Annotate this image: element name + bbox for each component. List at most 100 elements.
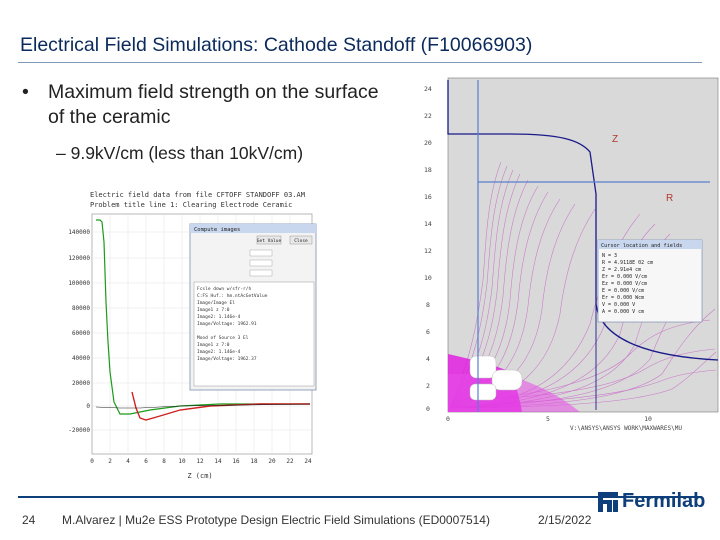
cursor-row: A = 0.000 V cm	[602, 309, 644, 315]
fermilab-logo: Fermilab	[598, 490, 705, 513]
x-tick-labels: 0 2 4 6 8 10 12 14 16 18 20 22 24	[90, 458, 312, 465]
field-simulation-svg: Z R Cursor location and fields N = 3 R =…	[410, 74, 720, 436]
compute-images-dialog: Compute images Get Value Close Fcsle dow…	[189, 223, 317, 391]
cursor-row: E = 0.000 V/cm	[602, 288, 644, 294]
get-value-label: Get Value	[257, 238, 282, 244]
x-tick: 18	[250, 458, 258, 465]
x-tick: 5	[546, 415, 550, 423]
y-tick: 2	[426, 382, 430, 390]
y-tick: 0	[86, 403, 90, 410]
cursor-row: Z = 2.91e4 cm	[602, 267, 641, 273]
x-tick: 4	[126, 458, 130, 465]
y-tick: 14	[424, 220, 432, 228]
y-tick: 22	[424, 112, 432, 120]
cursor-row: Er = 0.000 Wcm	[602, 295, 644, 301]
x-tick: 0	[446, 415, 450, 423]
panel-line: Image2: 1.146e-4	[197, 314, 241, 320]
x-tick: 24	[304, 458, 312, 465]
y-tick: 120000	[68, 255, 90, 262]
title-underline	[18, 62, 702, 63]
panel-line: Image2: 1.146e-4	[197, 349, 241, 355]
dialog-field[interactable]	[249, 259, 273, 267]
panel-line: Image/Voltage: 1962.37	[197, 356, 257, 362]
x-tick: 16	[232, 458, 240, 465]
x-tick: 14	[214, 458, 222, 465]
fermilab-logo-icon	[598, 491, 618, 512]
sim-x-ticks: 0 5 10	[446, 415, 652, 423]
panel-line: Image1 z 7:0	[197, 342, 230, 348]
cursor-row: Er = 0.000 V/cm	[602, 274, 647, 280]
sub-bullet-text: – 9.9kV/cm (less than 10kV/cm)	[56, 143, 304, 163]
conductor-boundary	[447, 80, 719, 361]
close-label: Close	[294, 238, 308, 244]
slide-title: Electrical Field Simulations: Cathode St…	[20, 34, 533, 56]
r-axis-label: R	[666, 193, 673, 204]
dialog-field[interactable]	[249, 269, 273, 277]
x-tick: 20	[268, 458, 276, 465]
cursor-info-panel: Cursor location and fields N = 3 R = 4.9…	[597, 239, 703, 323]
electrode-shapes	[469, 355, 523, 401]
dialog-output-lines: Fcsle down w/sfr-r/h C:FS Huf.: hm.ntAcG…	[197, 286, 268, 362]
y-tick: 4	[426, 355, 430, 363]
x-tick: 12	[196, 458, 204, 465]
y-tick: 100000	[68, 280, 90, 287]
y-tick: 40000	[72, 355, 90, 362]
bullet-text: Maximum field strength on the surface of…	[48, 81, 379, 128]
plot-header-line2: Problem title line 1: Clearing Electrode…	[90, 201, 292, 209]
panel-line: Image/Voltage: 1962.91	[197, 321, 257, 327]
field-strength-plot-svg: Electric field data from file CFTOFF STA…	[60, 182, 318, 492]
get-value-button[interactable]	[256, 235, 282, 245]
dialog-field[interactable]	[249, 249, 273, 257]
dialog-title: Compute images	[194, 227, 240, 233]
cursor-row: N = 3	[602, 253, 617, 259]
panel-line: Image1 z 7:0	[197, 307, 230, 313]
y-tick: 24	[424, 85, 432, 93]
y-tick: 140000	[68, 229, 90, 236]
x-tick: 0	[90, 458, 94, 465]
field-curve-black	[95, 403, 311, 409]
field-curve-red	[131, 391, 310, 421]
y-tick: 10	[424, 274, 432, 282]
field-simulation-plot: Z R Cursor location and fields N = 3 R =…	[410, 74, 720, 436]
dialog-output-panel	[193, 281, 315, 387]
z-axis-label: Z	[612, 134, 618, 145]
cursor-row: V = 0.000 V	[602, 302, 635, 308]
y-tick: 12	[424, 247, 432, 255]
footer-rule	[18, 496, 702, 498]
page-number: 24	[22, 513, 36, 527]
y-tick: 0	[426, 405, 430, 413]
y-tick: 80000	[72, 305, 90, 312]
cursor-row: Ez = 0.000 V/cm	[602, 281, 647, 287]
field-strength-plot: Electric field data from file CFTOFF STA…	[60, 182, 318, 492]
x-tick: 8	[162, 458, 166, 465]
y-tick: 6	[426, 328, 430, 336]
y-tick: 18	[424, 166, 432, 174]
high-field-region	[448, 354, 580, 412]
footer-author: M.Alvarez | Mu2e ESS Prototype Design El…	[62, 513, 490, 527]
footer-date: 2/15/2022	[538, 513, 592, 527]
y-tick: 60000	[72, 330, 90, 337]
y-tick: 20	[424, 139, 432, 147]
x-tick: 22	[286, 458, 294, 465]
field-curve-green	[96, 219, 310, 415]
cursor-panel-title: Cursor location and fields	[601, 243, 682, 249]
x-tick: 10	[178, 458, 186, 465]
sim-y-ticks: 24 22 20 18 16 14 12 10 8 6 4 2 0	[424, 85, 432, 413]
x-tick: 2	[108, 458, 112, 465]
panel-line: Mood of Source 3 El	[197, 335, 249, 341]
panel-line: Image/Image El	[197, 300, 235, 306]
y-tick: 20000	[72, 380, 90, 387]
plot-header-line1: Electric field data from file CFTOFF STA…	[90, 191, 305, 199]
bullet-dot-icon: •	[22, 81, 29, 103]
x-axis-label: Z (cm)	[187, 472, 212, 480]
y-tick-labels: 140000 120000 100000 80000 60000 40000 2…	[68, 229, 90, 434]
panel-line: Fcsle down w/sfr-r/h	[197, 286, 251, 292]
close-button[interactable]	[289, 235, 313, 245]
x-tick: 10	[644, 415, 652, 423]
cursor-row: R = 4.9118E 02 cm	[602, 260, 653, 266]
panel-line: C:FS Huf.: hm.ntAcGetValue	[197, 293, 268, 299]
y-tick: 16	[424, 193, 432, 201]
file-path-label: V:\ANSYS\ANSYS WORK\MAXWARES\MU	[570, 425, 682, 432]
y-tick: -20000	[68, 427, 90, 434]
y-tick: 8	[426, 301, 430, 309]
